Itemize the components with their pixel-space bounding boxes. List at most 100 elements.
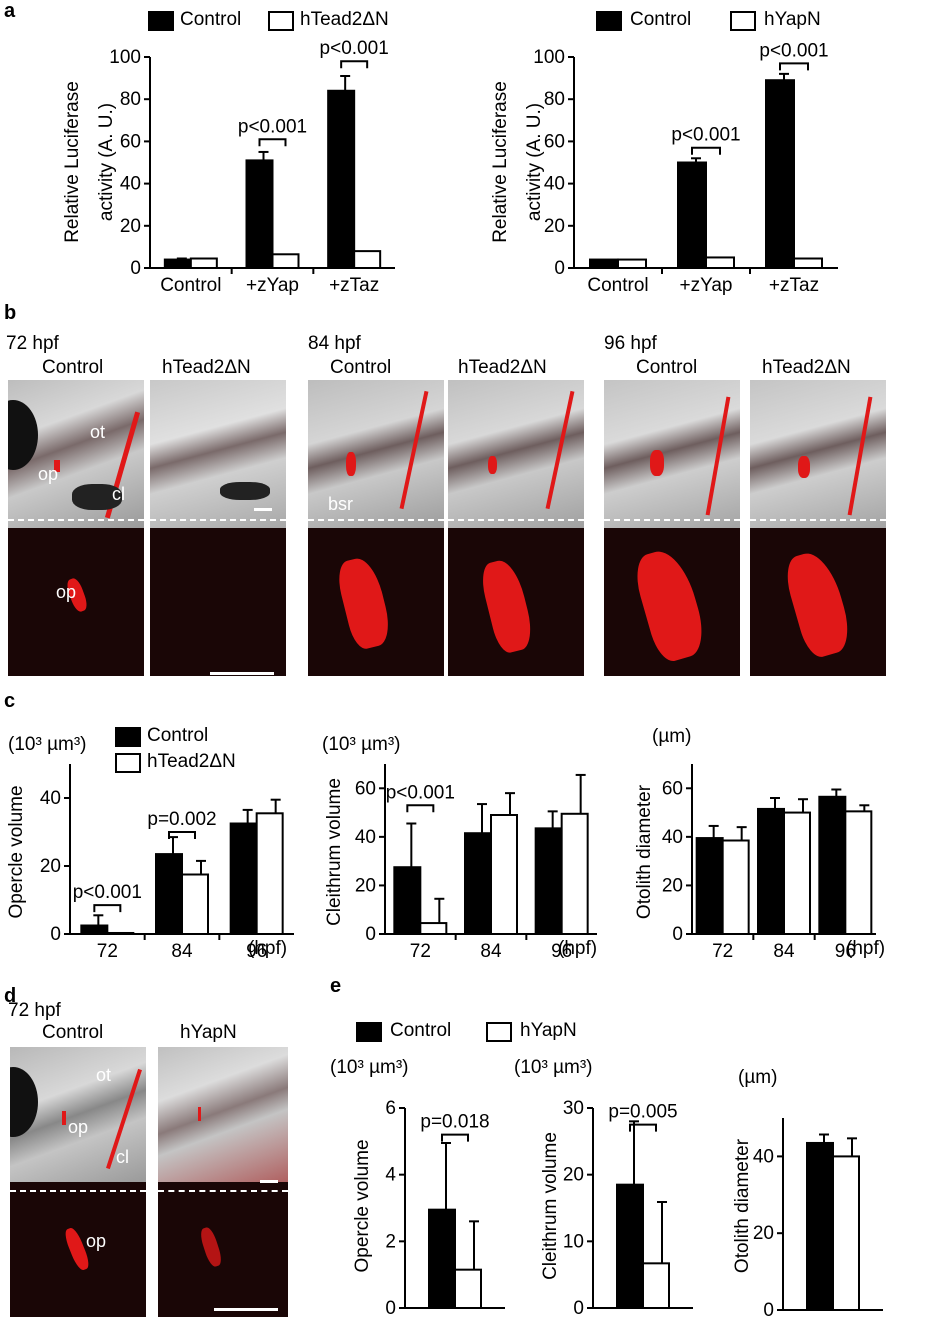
legend-label-treated: hTead2ΔN: [300, 9, 389, 30]
y-tick-label: 60: [355, 778, 376, 799]
column-label: Control: [330, 357, 392, 378]
timepoint-label: 72 hpf: [8, 1000, 61, 1021]
column-label: hTead2ΔN: [162, 357, 251, 378]
y-tick-label: 0: [50, 924, 61, 945]
bar: [106, 931, 135, 935]
y-tick-label: 40: [355, 827, 376, 848]
y-tick-label: 40: [120, 174, 141, 195]
scale-bar: [210, 672, 274, 675]
column-label: Control: [636, 357, 698, 378]
p-value-label: p<0.001: [238, 116, 307, 137]
bar: [163, 258, 192, 269]
y-axis-label: activity (A. U.): [96, 103, 117, 221]
y-axis-label: Relative Luciferase: [62, 81, 83, 243]
micrograph-treated-84: [448, 380, 584, 676]
x-tick-label: 96: [551, 941, 572, 962]
y-tick-label: 80: [544, 89, 565, 110]
bar: [155, 853, 183, 935]
y-tick-label: 0: [365, 924, 376, 945]
y-tick-label: 20: [544, 216, 565, 237]
column-label: hTead2ΔN: [762, 357, 851, 378]
x-tick-label: +zYap: [246, 275, 299, 296]
y-tick-label: 20: [120, 216, 141, 237]
bar: [677, 161, 707, 269]
legend-label-control: Control: [390, 1020, 452, 1041]
unit-label: (10³ µm³): [330, 1057, 409, 1078]
significance-bracket: [691, 146, 721, 155]
y-tick-label: 0: [385, 1298, 396, 1319]
x-tick-label: 84: [773, 941, 795, 962]
x-axis-label: (hpf): [846, 938, 885, 959]
bar: [765, 79, 795, 269]
x-tick-label: +zTaz: [329, 275, 379, 296]
bar: [534, 827, 563, 935]
y-tick-label: 60: [120, 131, 141, 152]
micrograph-control-96: [604, 380, 740, 676]
legend-swatch-control: [356, 1022, 382, 1042]
legend-label-control: Control: [147, 725, 209, 746]
y-tick-label: 4: [385, 1165, 396, 1186]
y-tick-label: 60: [662, 778, 683, 799]
y-tick-label: 80: [120, 89, 141, 110]
bar: [255, 812, 284, 935]
p-value-label: p<0.001: [73, 882, 142, 903]
y-axis-label: Opercle volume: [352, 1139, 373, 1272]
unit-label: (10³ µm³): [514, 1057, 593, 1078]
p-value-label: p<0.001: [759, 40, 828, 61]
y-tick-label: 60: [544, 131, 565, 152]
x-tick-label: 72: [410, 941, 431, 962]
x-tick-label: +zYap: [680, 275, 733, 296]
p-value-label: p<0.001: [671, 125, 740, 146]
scale-bar: [254, 508, 272, 511]
x-tick-label: 72: [97, 941, 118, 962]
y-tick-label: 0: [672, 924, 683, 945]
bar: [80, 924, 109, 935]
y-axis-label: activity (A. U.): [524, 103, 545, 221]
bar: [589, 258, 619, 269]
y-tick-label: 20: [662, 875, 683, 896]
legend-label-control: Control: [180, 9, 242, 30]
y-tick-label: 40: [753, 1146, 774, 1167]
micrograph-control-84: bsr: [308, 380, 444, 676]
x-axis-label: (hpf): [248, 938, 287, 959]
panel-label-d: d: [4, 985, 17, 1007]
bar: [428, 1208, 456, 1309]
y-tick-label: 10: [563, 1231, 584, 1252]
y-tick-label: 0: [573, 1298, 584, 1319]
unit-label: (µm): [652, 726, 691, 747]
y-tick-label: 20: [40, 856, 61, 877]
bar: [642, 1262, 670, 1310]
p-value-label: p<0.001: [386, 782, 455, 803]
label-otic: ot: [90, 422, 106, 442]
unit-label: (µm): [738, 1067, 777, 1088]
timepoint-label: 96 hpf: [604, 333, 657, 354]
p-value-label: p<0.001: [320, 38, 389, 59]
timepoint-label: 72 hpf: [6, 333, 59, 354]
y-tick-label: 100: [533, 47, 565, 68]
label-otic: ot: [96, 1065, 112, 1085]
significance-bracket: [93, 904, 122, 913]
bar: [783, 811, 811, 935]
legend-swatch-control: [596, 11, 622, 31]
y-tick-label: 20: [355, 875, 376, 896]
x-tick-label: 96: [835, 941, 856, 962]
y-tick-label: 2: [385, 1231, 396, 1252]
bar: [454, 1268, 482, 1309]
label-opercle: op: [56, 582, 77, 602]
bar: [181, 873, 209, 935]
panel-label-b: b: [4, 302, 17, 324]
y-axis-label: Relative Luciferase: [490, 81, 511, 243]
bar: [617, 258, 647, 269]
legend-label-treated: hTead2ΔN: [147, 751, 236, 772]
bar: [806, 1141, 834, 1311]
bar: [793, 257, 823, 270]
legend-swatch-treated: [730, 11, 756, 31]
p-value-label: p=0.002: [147, 809, 216, 830]
micrograph-control-72: ot op cl op: [8, 380, 144, 676]
bar: [419, 922, 448, 935]
bar: [757, 807, 785, 936]
bar: [327, 89, 356, 270]
bar: [832, 1155, 860, 1312]
unit-label: (10³ µm³): [8, 734, 87, 755]
